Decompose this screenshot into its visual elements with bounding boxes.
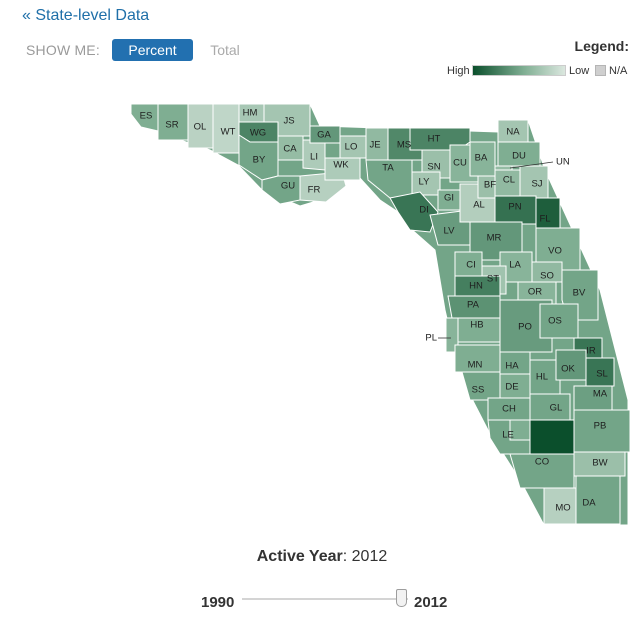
county-labels: ES SR OL WT HM WG JS BY CA GU LI FR GA LO WK JE MS HT TA SN… — [140, 108, 608, 514]
county-shapes — [130, 103, 631, 526]
legend-title: Legend: — [574, 38, 629, 54]
county-label-cu: CU — [453, 158, 467, 169]
county-label-co: CO — [535, 457, 549, 468]
percent-toggle-button[interactable]: Percent — [112, 39, 193, 61]
county-label-di: DI — [419, 205, 429, 216]
county-label-fl: FL — [539, 214, 550, 225]
county-label-by: BY — [253, 155, 266, 166]
county-label-pb: PB — [594, 421, 607, 432]
county-label-ga: GA — [317, 130, 331, 141]
county-label-gu: GU — [281, 181, 295, 192]
county-label-hn: HN — [469, 281, 483, 292]
timeline-start-year: 1990 — [201, 594, 235, 611]
callout-line-un — [509, 161, 554, 169]
county-label-li: LI — [310, 152, 318, 163]
county-label-cl: CL — [503, 175, 515, 186]
county-label-sj: SJ — [531, 179, 542, 190]
county-label-bw: BW — [592, 458, 607, 469]
county-label-bv: BV — [573, 288, 586, 299]
state-level-data-link[interactable]: « State-level Data — [22, 7, 150, 24]
active-year-display: Active Year: 2012 — [256, 548, 388, 565]
county-label-so: SO — [540, 271, 554, 282]
year-slider-track[interactable] — [242, 598, 408, 600]
county-label-ha: HA — [505, 361, 519, 372]
county-label-ci: CI — [466, 260, 476, 271]
county-label-ch: CH — [502, 404, 516, 415]
county-label-po: PO — [518, 322, 532, 333]
county-label-sl: SL — [596, 369, 608, 380]
county-label-es: ES — [140, 111, 153, 122]
active-year-label: Active Year — [256, 548, 343, 565]
county-es[interactable] — [130, 103, 159, 132]
county-callouts: UN PL — [425, 157, 569, 344]
county-label-lv: LV — [444, 226, 456, 237]
county-label-st: ST — [487, 274, 499, 285]
county-label-du: DU — [512, 151, 526, 162]
county-label-da: DA — [582, 498, 596, 509]
county-label-js: JS — [283, 116, 294, 127]
year-slider-handle[interactable] — [396, 589, 407, 607]
county-label-wk: WK — [333, 160, 349, 171]
county-label-al: AL — [473, 200, 485, 211]
legend-na-swatch — [595, 65, 606, 76]
county-label-sn: SN — [427, 162, 440, 173]
county-pb[interactable] — [573, 409, 631, 453]
legend-low-label: Low — [569, 65, 590, 77]
county-label-lo: LO — [345, 142, 358, 153]
county-label-os: OS — [548, 316, 562, 327]
county-da[interactable] — [575, 475, 621, 525]
county-label-ms: MS — [397, 140, 411, 151]
show-me-label: SHOW ME: — [26, 42, 100, 58]
county-label-vo: VO — [548, 246, 562, 257]
active-year-value: 2012 — [351, 548, 388, 565]
county-label-un: UN — [556, 157, 570, 168]
county-label-pa: PA — [467, 300, 480, 311]
county-po[interactable] — [499, 299, 553, 353]
county-di[interactable] — [389, 191, 439, 233]
county-label-ir: IR — [586, 346, 596, 357]
county-label-mr: MR — [487, 233, 502, 244]
county-label-je: JE — [369, 140, 380, 151]
county-label-fr: FR — [308, 185, 321, 196]
legend-na-label: N/A — [609, 65, 628, 77]
county-bw[interactable] — [573, 451, 626, 477]
florida-county-map: UN PL ES SR OL WT HM WG JS BY CA GU LI FR GA LO WK JE MS H… — [130, 103, 631, 526]
county-wk[interactable] — [324, 157, 361, 181]
county-label-pl: PL — [425, 333, 437, 344]
county-label-hb: HB — [470, 320, 483, 331]
timeline-end-year: 2012 — [414, 594, 448, 611]
county-label-sr: SR — [165, 120, 178, 131]
county-label-gl: GL — [550, 403, 563, 414]
county-label-or: OR — [528, 287, 542, 298]
county-label-de: DE — [505, 382, 518, 393]
county-label-ma: MA — [593, 389, 608, 400]
county-label-pn: PN — [508, 202, 521, 213]
county-label-mo: MO — [555, 503, 570, 514]
county-gd[interactable] — [529, 419, 575, 455]
total-toggle-button[interactable]: Total — [210, 42, 240, 58]
county-label-wt: WT — [221, 127, 236, 138]
county-label-hm: HM — [243, 108, 258, 119]
county-label-ok: OK — [561, 364, 575, 375]
county-label-mn: MN — [468, 360, 483, 371]
county-label-na: NA — [506, 127, 520, 138]
county-label-wg: WG — [250, 128, 266, 139]
legend-gradient-bar — [472, 65, 566, 76]
county-label-ht: HT — [428, 134, 441, 145]
county-label-le: LE — [502, 430, 514, 441]
county-label-la: LA — [509, 260, 521, 271]
county-sl[interactable] — [585, 357, 615, 387]
county-label-hl: HL — [536, 372, 548, 383]
county-label-ss: SS — [472, 385, 485, 396]
county-label-ly: LY — [419, 177, 431, 188]
county-label-ba: BA — [475, 153, 488, 164]
county-label-bf: BF — [484, 180, 496, 191]
county-label-gi: GI — [444, 193, 454, 204]
legend-high-label: High — [447, 65, 470, 77]
county-label-ol: OL — [194, 122, 207, 133]
county-label-ta: TA — [382, 163, 394, 174]
county-label-ca: CA — [283, 144, 297, 155]
